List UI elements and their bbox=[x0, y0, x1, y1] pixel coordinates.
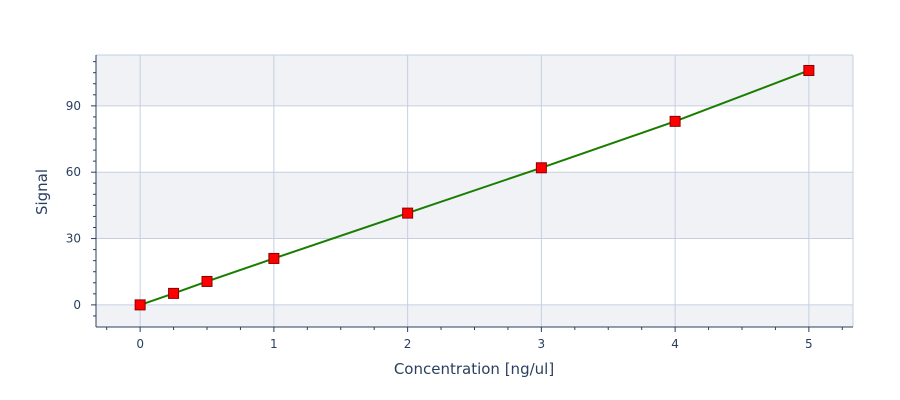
x-tick-labels: 0 1 2 3 4 5 bbox=[136, 337, 812, 351]
y-tick-label: 90 bbox=[66, 99, 81, 113]
x-tick-label: 2 bbox=[404, 337, 412, 351]
data-point-marker bbox=[402, 207, 414, 219]
y-tick-labels: 0 30 60 90 bbox=[66, 99, 81, 312]
data-point-marker bbox=[803, 64, 815, 76]
axes bbox=[91, 55, 853, 332]
series-line bbox=[139, 69, 810, 306]
data-point-marker bbox=[134, 299, 146, 311]
y-axis-title: Signal bbox=[33, 169, 51, 215]
x-tick-label: 3 bbox=[538, 337, 546, 351]
plot-band bbox=[96, 172, 853, 239]
data-point-marker bbox=[168, 287, 180, 299]
x-tick-label: 4 bbox=[671, 337, 679, 351]
x-tick-label: 5 bbox=[805, 337, 813, 351]
x-tick-label: 1 bbox=[270, 337, 278, 351]
data-point-marker bbox=[268, 252, 280, 264]
y-tick-label: 30 bbox=[66, 232, 81, 246]
data-point-marker bbox=[535, 162, 547, 174]
plot-band bbox=[96, 55, 853, 106]
data-point-marker bbox=[669, 115, 681, 127]
plot-bands bbox=[96, 55, 853, 327]
data-point-marker bbox=[201, 275, 213, 287]
y-tick-label: 0 bbox=[73, 298, 81, 312]
gridlines bbox=[96, 54, 854, 327]
plot-band bbox=[96, 304, 853, 327]
y-tick-label: 60 bbox=[66, 165, 81, 179]
data-markers bbox=[134, 64, 815, 311]
x-tick-label: 0 bbox=[136, 337, 144, 351]
x-axis-title: Concentration [ng/ul] bbox=[394, 360, 554, 378]
series-polyline bbox=[139, 69, 810, 306]
